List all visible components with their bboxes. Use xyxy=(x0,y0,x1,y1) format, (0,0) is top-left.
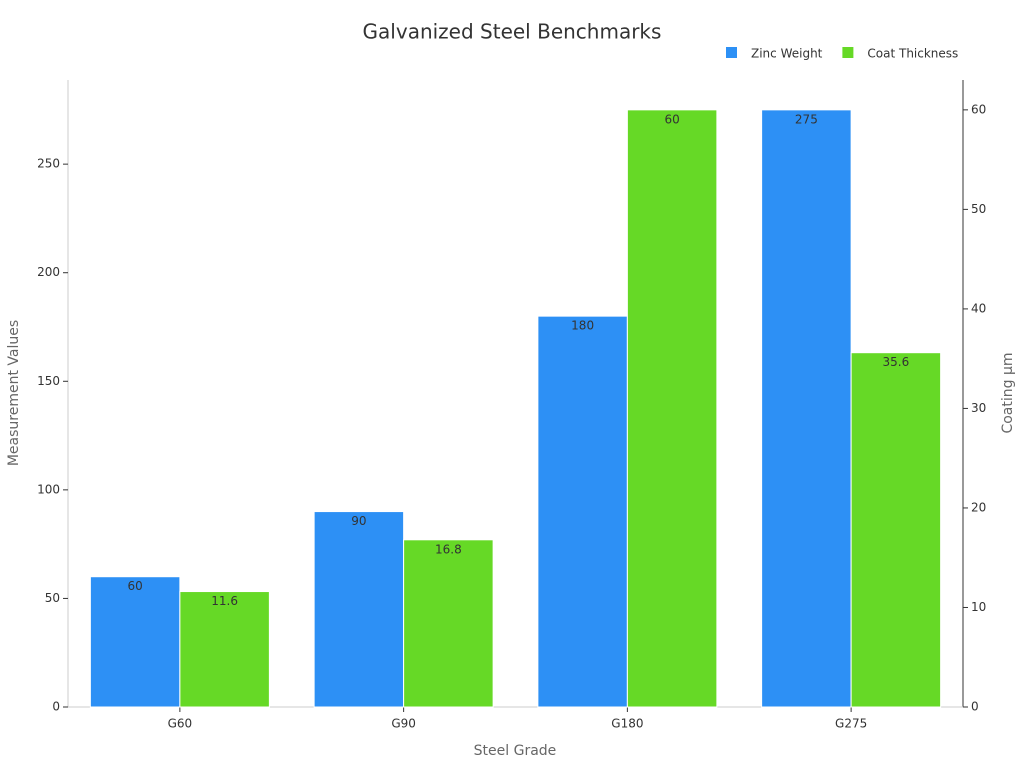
y-tick-label: 250 xyxy=(37,157,60,171)
y-tick-label: 50 xyxy=(45,591,60,605)
y-tick-label: 100 xyxy=(37,482,60,496)
value-label: 35.6 xyxy=(883,355,910,369)
x-tick-label: G90 xyxy=(391,717,416,731)
bar xyxy=(626,109,718,708)
bar xyxy=(850,352,942,708)
legend-swatch xyxy=(842,47,854,58)
value-label: 275 xyxy=(795,112,818,126)
y-axis-title: Measurement Values xyxy=(6,320,22,466)
value-label: 90 xyxy=(351,514,366,528)
x-tick-label: G180 xyxy=(611,717,643,731)
chart-title: Galvanized Steel Benchmarks xyxy=(363,20,662,44)
legend-swatch xyxy=(726,47,737,58)
y2-tick-label: 20 xyxy=(971,500,986,514)
bar xyxy=(313,511,405,708)
value-label: 60 xyxy=(127,579,142,593)
value-label: 16.8 xyxy=(435,542,462,556)
value-label: 60 xyxy=(664,112,679,126)
value-label: 180 xyxy=(571,319,594,333)
x-tick-label: G275 xyxy=(835,717,867,731)
y2-tick-label: 50 xyxy=(971,202,986,216)
y-tick-label: 200 xyxy=(37,265,60,279)
y2-tick-label: 40 xyxy=(971,301,986,315)
y2-axis-title: Coating µm xyxy=(1000,352,1016,433)
y-tick-label: 0 xyxy=(52,700,60,714)
y-tick-label: 150 xyxy=(37,374,60,388)
y2-tick-label: 0 xyxy=(971,700,979,714)
bar xyxy=(179,591,270,708)
bar xyxy=(89,576,181,708)
legend-label: Zinc Weight xyxy=(751,47,823,61)
x-axis-title: Steel Grade xyxy=(474,743,557,759)
bar xyxy=(403,539,494,708)
bar xyxy=(761,109,852,708)
y2-tick-label: 10 xyxy=(971,600,986,614)
y2-tick-label: 30 xyxy=(971,401,986,415)
value-label: 11.6 xyxy=(211,594,238,608)
y2-tick-label: 60 xyxy=(971,102,986,116)
bar xyxy=(537,315,628,708)
x-tick-label: G60 xyxy=(168,717,193,731)
legend-label: Coat Thickness xyxy=(867,47,958,61)
